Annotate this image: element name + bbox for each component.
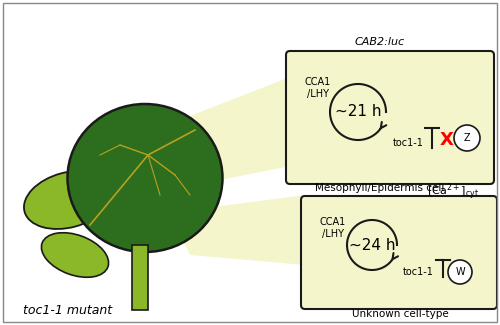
Text: toc1-1: toc1-1	[402, 267, 434, 277]
Text: toc1-1 mutant: toc1-1 mutant	[24, 304, 112, 317]
Text: toc1-1: toc1-1	[392, 138, 424, 148]
Text: Z: Z	[464, 133, 470, 143]
Polygon shape	[175, 75, 295, 185]
Text: CAB2:luc: CAB2:luc	[355, 37, 405, 47]
Polygon shape	[132, 245, 148, 310]
FancyBboxPatch shape	[286, 51, 494, 184]
Polygon shape	[178, 195, 305, 265]
Text: Mesophyll/Epidermis cell: Mesophyll/Epidermis cell	[316, 183, 444, 193]
Text: CCA1
/LHY: CCA1 /LHY	[305, 77, 331, 99]
Text: CCA1
/LHY: CCA1 /LHY	[320, 217, 346, 239]
Text: $[\mathrm{Ca}^{2+}]_\mathrm{cyt}$: $[\mathrm{Ca}^{2+}]_\mathrm{cyt}$	[427, 181, 479, 202]
FancyBboxPatch shape	[301, 196, 497, 309]
Ellipse shape	[42, 233, 108, 277]
Circle shape	[454, 125, 480, 151]
Text: W: W	[455, 267, 465, 277]
Ellipse shape	[24, 171, 112, 229]
Text: Unknown cell-type: Unknown cell-type	[352, 309, 448, 319]
Ellipse shape	[68, 104, 222, 252]
Text: ~21 h: ~21 h	[335, 105, 382, 120]
Text: ~24 h: ~24 h	[349, 238, 395, 253]
Circle shape	[448, 260, 472, 284]
Text: X: X	[440, 131, 454, 149]
